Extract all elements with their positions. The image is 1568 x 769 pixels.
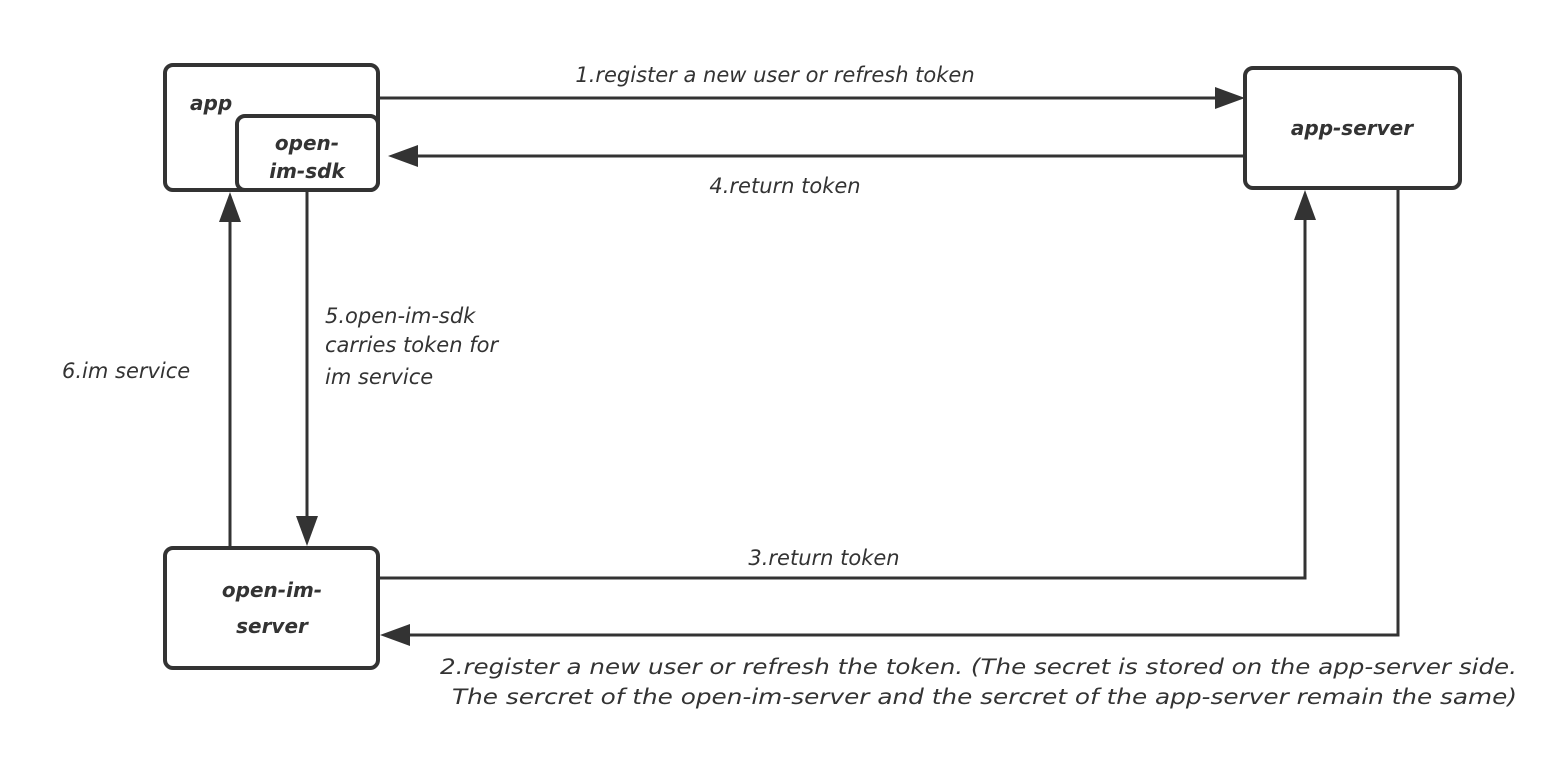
arrowhead-icon — [380, 624, 410, 646]
arrowhead-icon — [1294, 190, 1316, 220]
node-app-label: app — [190, 91, 232, 115]
node-app-server-label: app-server — [1291, 116, 1414, 140]
node-open-im-server: open-im- server — [163, 546, 380, 670]
arrowhead-icon — [1215, 87, 1245, 109]
edge-5-label-2: carries token for — [325, 333, 499, 357]
edge-2-label-1: 2.register a new user or refresh the tok… — [440, 655, 1517, 679]
node-im-server-label-1: open-im- — [222, 578, 322, 602]
edge-5: 5.open-im-sdk carries token for im servi… — [296, 190, 499, 546]
edge-6: 6.im service — [62, 192, 241, 548]
edge-6-label: 6.im service — [62, 359, 190, 383]
edge-1-label: 1.register a new user or refresh token — [575, 63, 974, 87]
node-sdk-label-2: im-sdk — [269, 159, 346, 183]
edge-5-label-1: 5.open-im-sdk — [325, 304, 476, 328]
edge-2: 2.register a new user or refresh the tok… — [380, 188, 1517, 709]
arrowhead-icon — [388, 145, 418, 167]
edge-2-label-2: The sercret of the open-im-server and th… — [452, 685, 1517, 709]
edge-4-label: 4.return token — [709, 174, 860, 198]
edge-3: 3.return token — [380, 190, 1316, 580]
edge-3-label: 3.return token — [748, 546, 899, 570]
edge-1: 1.register a new user or refresh token — [380, 63, 1245, 109]
edge-4: 4.return token — [388, 145, 1245, 198]
edge-5-label-3: im service — [325, 365, 433, 389]
node-open-im-sdk: open- im-sdk — [235, 114, 380, 192]
arrowhead-icon — [296, 516, 318, 546]
node-app-server: app-server — [1243, 66, 1462, 190]
arrowhead-icon — [219, 192, 241, 222]
node-sdk-label-1: open- — [275, 131, 339, 155]
node-im-server-label-2: server — [236, 614, 309, 638]
